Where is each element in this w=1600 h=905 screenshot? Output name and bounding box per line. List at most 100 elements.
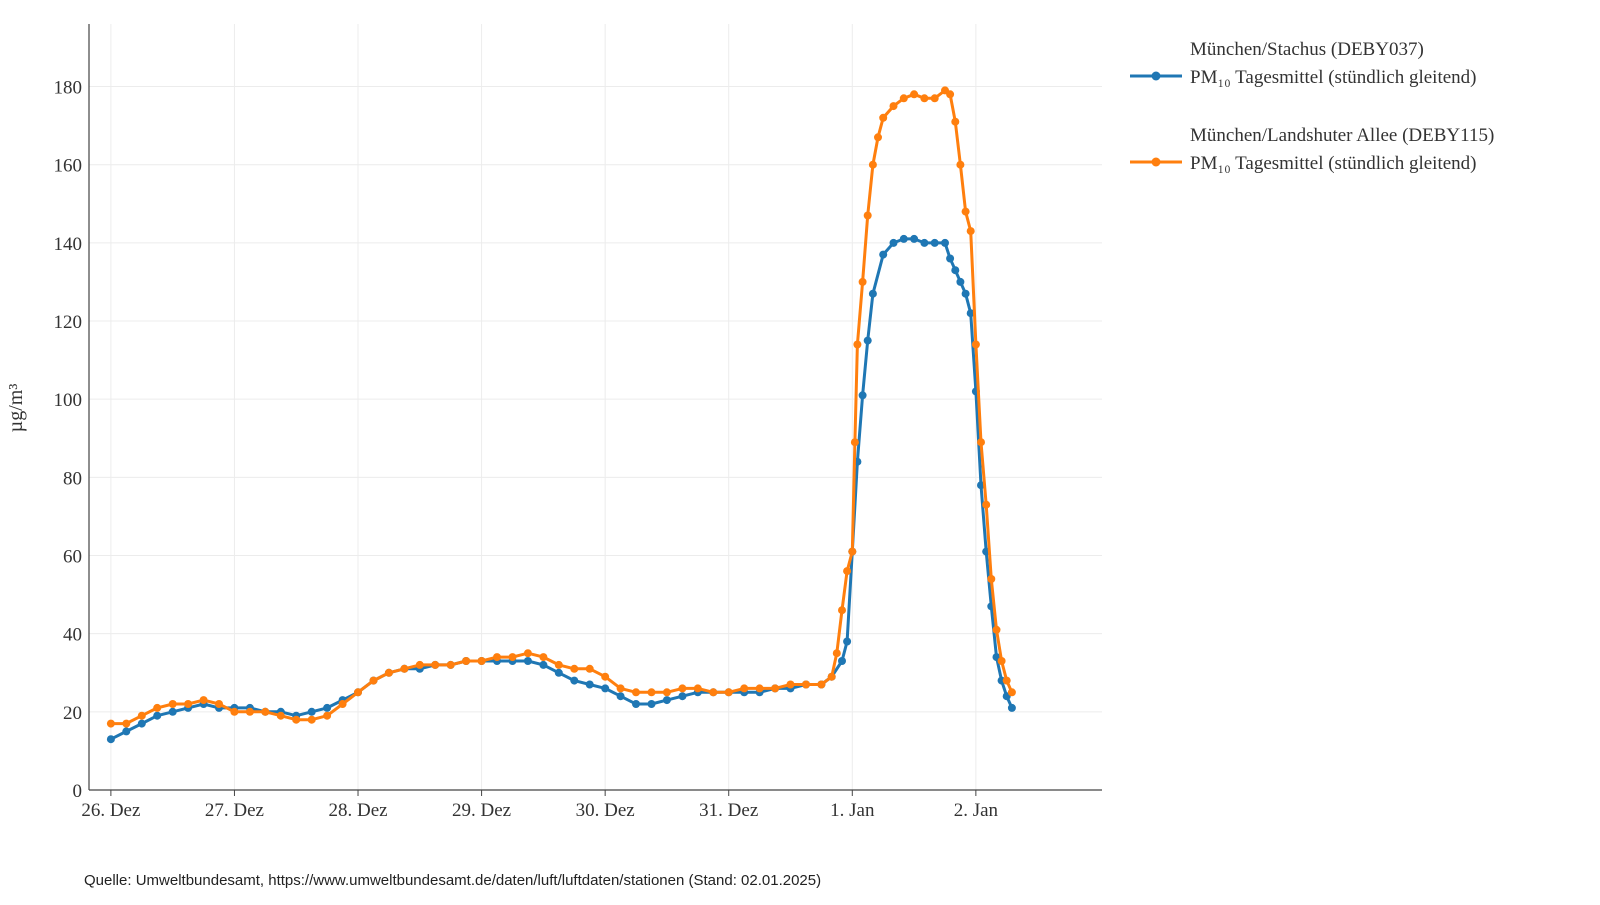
data-point bbox=[199, 696, 208, 705]
data-point bbox=[137, 719, 146, 728]
data-point bbox=[889, 102, 898, 111]
data-point bbox=[106, 719, 115, 728]
data-point bbox=[601, 684, 610, 693]
data-point bbox=[570, 664, 579, 673]
y-tick-label: 160 bbox=[54, 156, 83, 177]
data-point bbox=[971, 340, 980, 349]
data-point bbox=[951, 266, 960, 275]
data-point bbox=[323, 711, 332, 720]
data-point bbox=[106, 735, 115, 744]
data-point bbox=[709, 688, 718, 697]
data-point bbox=[827, 672, 836, 681]
data-point bbox=[920, 94, 929, 103]
data-point bbox=[323, 703, 332, 712]
x-tick-label: 2. Jan bbox=[954, 800, 999, 821]
data-point bbox=[307, 715, 316, 724]
x-tick-label: 26. Dez bbox=[81, 800, 140, 821]
data-point bbox=[992, 625, 1001, 634]
series-2-line bbox=[109, 88, 1014, 726]
y-tick-label: 80 bbox=[63, 468, 82, 489]
data-point bbox=[951, 117, 960, 126]
data-point bbox=[850, 438, 859, 447]
data-point bbox=[477, 657, 486, 665]
data-point bbox=[585, 680, 594, 689]
data-point bbox=[946, 254, 955, 263]
series-layer bbox=[106, 86, 1016, 744]
data-point bbox=[956, 277, 965, 286]
data-point bbox=[276, 711, 285, 720]
data-point bbox=[858, 277, 867, 286]
y-tick-label: 60 bbox=[63, 547, 82, 568]
axes: 0 20 40 60 80 100 120 140 160 180 26. Dez 27. Dez 28… bbox=[54, 24, 1102, 821]
data-point bbox=[868, 289, 877, 298]
data-point bbox=[554, 660, 563, 669]
data-point bbox=[647, 688, 656, 697]
data-point bbox=[307, 707, 316, 716]
data-point bbox=[946, 90, 955, 99]
data-point bbox=[910, 90, 919, 99]
data-point bbox=[889, 238, 898, 247]
y-tick-label: 140 bbox=[54, 234, 83, 255]
x-tick-label: 29. Dez bbox=[452, 800, 511, 821]
data-point bbox=[523, 649, 532, 658]
data-point bbox=[632, 700, 640, 708]
legend-metric-label: PM₁₀ Tagesmittel (stündlich gleitend) bbox=[1190, 67, 1477, 88]
data-point bbox=[168, 700, 177, 708]
data-point bbox=[899, 234, 908, 243]
data-point bbox=[817, 680, 826, 689]
data-point bbox=[987, 575, 996, 583]
data-point bbox=[843, 637, 852, 646]
data-point bbox=[802, 680, 810, 689]
legend-item-1: München/Stachus (DEBY037) PM₁₀ Tagesmitte… bbox=[1130, 39, 1477, 88]
data-point bbox=[1002, 676, 1011, 685]
x-tick-label: 31. Dez bbox=[699, 800, 758, 821]
data-point bbox=[853, 340, 862, 349]
data-point bbox=[462, 657, 471, 665]
data-point bbox=[137, 711, 146, 720]
x-tick-label: 28. Dez bbox=[328, 800, 387, 821]
data-point bbox=[570, 676, 579, 685]
data-point bbox=[874, 133, 882, 142]
data-point bbox=[771, 684, 780, 693]
data-point bbox=[997, 657, 1006, 665]
legend-station-label: München/Stachus (DEBY037) bbox=[1190, 39, 1424, 60]
data-point bbox=[601, 672, 610, 681]
data-point bbox=[292, 715, 301, 724]
data-point bbox=[369, 676, 378, 685]
data-point bbox=[910, 234, 919, 243]
data-point bbox=[966, 309, 975, 318]
data-point bbox=[930, 238, 939, 247]
data-point bbox=[1007, 703, 1016, 712]
data-point bbox=[662, 696, 671, 705]
data-point bbox=[508, 653, 517, 662]
x-tick-label: 27. Dez bbox=[205, 800, 264, 821]
legend: München/Stachus (DEBY037) PM₁₀ Tagesmitte… bbox=[1130, 39, 1494, 174]
data-point bbox=[868, 160, 877, 169]
data-point bbox=[786, 680, 795, 689]
data-point bbox=[678, 684, 687, 693]
data-point bbox=[354, 688, 362, 697]
data-point bbox=[122, 727, 131, 736]
data-point bbox=[554, 668, 563, 677]
data-point bbox=[153, 711, 162, 720]
x-tick-label: 30. Dez bbox=[576, 800, 635, 821]
data-point bbox=[838, 657, 846, 665]
data-point bbox=[941, 238, 949, 247]
legend-swatch-marker bbox=[1151, 71, 1161, 81]
data-point bbox=[539, 660, 548, 669]
data-point bbox=[523, 657, 532, 665]
y-tick-label: 20 bbox=[63, 703, 82, 724]
data-point bbox=[899, 94, 908, 103]
data-point bbox=[693, 684, 702, 693]
data-point bbox=[863, 336, 872, 345]
data-point bbox=[838, 606, 846, 615]
y-tick-label: 120 bbox=[54, 312, 83, 333]
data-point bbox=[616, 692, 625, 701]
data-point bbox=[879, 250, 888, 259]
data-point bbox=[230, 707, 239, 716]
data-point bbox=[1007, 688, 1016, 697]
data-point bbox=[678, 692, 687, 701]
data-point bbox=[858, 391, 867, 400]
legend-metric-label: PM₁₀ Tagesmittel (stündlich gleitend) bbox=[1190, 153, 1477, 174]
